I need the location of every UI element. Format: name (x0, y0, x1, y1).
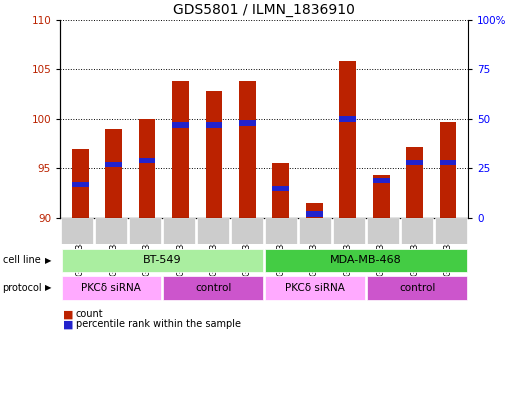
Bar (105, 162, 122, 167)
Title: GDS5801 / ILMN_1836910: GDS5801 / ILMN_1836910 (173, 3, 355, 17)
Text: percentile rank within the sample: percentile rank within the sample (76, 319, 241, 329)
Text: count: count (76, 309, 104, 320)
Bar (206, 91, 222, 218)
Text: BT-549: BT-549 (143, 255, 181, 265)
Bar (272, 185, 289, 191)
Bar (95, 218, 127, 244)
Bar (406, 147, 423, 218)
Bar (172, 122, 189, 128)
Text: cell line: cell line (3, 255, 40, 265)
Bar (406, 160, 423, 165)
Text: ■: ■ (63, 319, 73, 329)
Bar (339, 116, 356, 121)
Bar (367, 218, 399, 244)
Bar (272, 163, 289, 218)
Bar (105, 129, 122, 218)
Bar (164, 276, 263, 299)
Text: PKCδ siRNA: PKCδ siRNA (285, 283, 345, 293)
Bar (266, 249, 467, 272)
Bar (163, 218, 195, 244)
Bar (129, 218, 161, 244)
Bar (197, 218, 229, 244)
Text: ■: ■ (63, 309, 73, 320)
Bar (373, 178, 390, 183)
Bar (373, 175, 390, 218)
Bar (435, 218, 467, 244)
Text: PKCδ siRNA: PKCδ siRNA (81, 283, 141, 293)
Bar (368, 276, 467, 299)
Bar (62, 249, 263, 272)
Bar (333, 218, 365, 244)
Bar (62, 276, 161, 299)
Text: ▶: ▶ (45, 283, 51, 292)
Bar (306, 203, 323, 218)
Text: ▶: ▶ (45, 256, 51, 265)
Bar (440, 160, 457, 165)
Text: control: control (399, 283, 435, 293)
Bar (265, 218, 297, 244)
Bar (172, 81, 189, 218)
Bar (306, 211, 323, 217)
Text: MDA-MB-468: MDA-MB-468 (330, 255, 402, 265)
Bar (139, 119, 155, 218)
Bar (339, 61, 356, 218)
Bar (231, 218, 263, 244)
Bar (61, 218, 93, 244)
Bar (239, 81, 256, 218)
Bar (299, 218, 331, 244)
Text: protocol: protocol (3, 283, 42, 293)
Text: control: control (195, 283, 231, 293)
Bar (72, 182, 88, 187)
Bar (72, 149, 88, 218)
Bar (440, 122, 457, 218)
Bar (401, 218, 433, 244)
Bar (239, 120, 256, 126)
Bar (139, 158, 155, 163)
Bar (206, 122, 222, 128)
Bar (266, 276, 365, 299)
